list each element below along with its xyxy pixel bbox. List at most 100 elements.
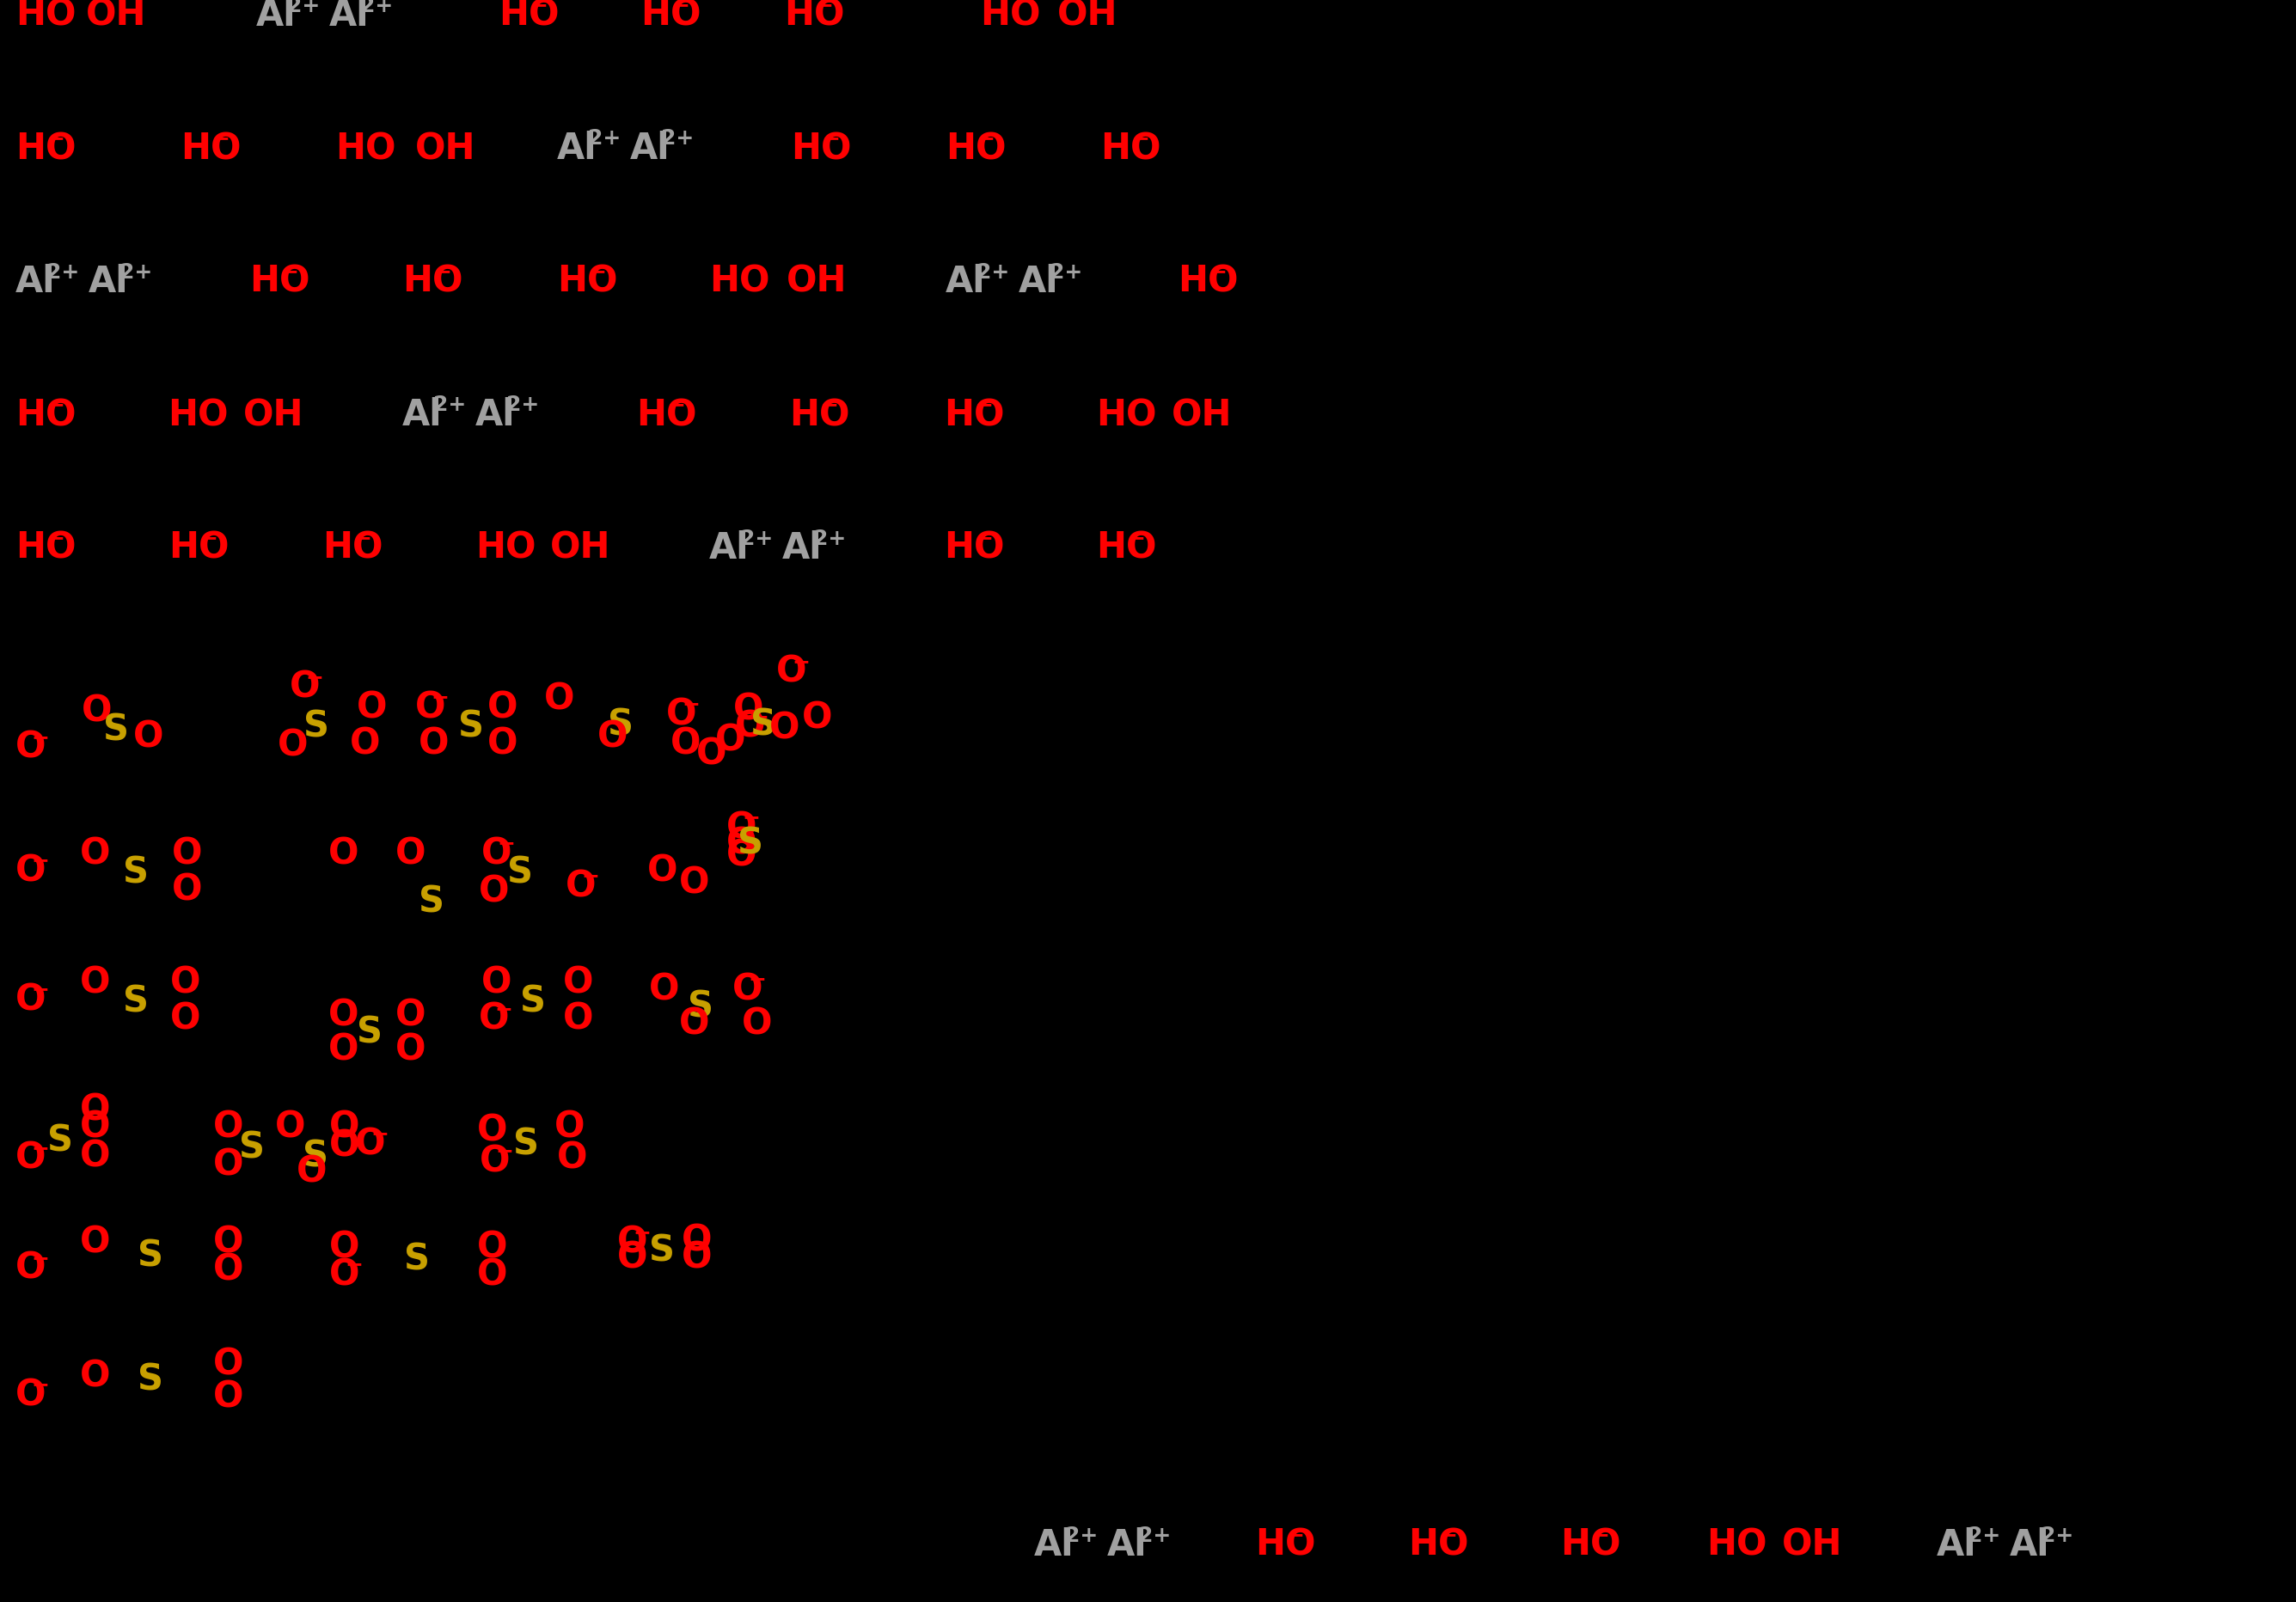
Text: O: O [735,708,765,745]
Text: −: − [748,969,767,988]
Text: O: O [482,964,512,1000]
Text: HO: HO [980,0,1040,34]
Text: −: − [30,979,48,1000]
Text: 2+: 2+ [813,527,845,548]
Text: Al: Al [1019,264,1058,300]
Text: −: − [434,261,452,282]
Text: O: O [214,1346,243,1383]
Text: 2+: 2+ [976,261,1010,282]
Text: 2+: 2+ [1065,1524,1097,1544]
Text: O: O [769,710,799,747]
Text: O: O [666,695,696,732]
Text: −: − [200,527,218,548]
Text: S: S [404,1242,429,1277]
Text: Al: Al [402,397,443,433]
Text: −: − [670,0,689,16]
Text: 2+: 2+ [1049,261,1081,282]
Text: O: O [328,1109,360,1144]
Text: Al: Al [1938,1527,1977,1562]
Text: −: − [30,851,48,870]
Text: HO: HO [16,131,76,167]
Text: O: O [214,1379,243,1415]
Text: O: O [214,1224,243,1261]
Text: O: O [80,1109,110,1144]
Text: O: O [80,964,110,1000]
Text: O: O [328,1030,358,1067]
Text: O: O [553,1109,585,1144]
Text: S: S [356,1014,383,1049]
Text: HO: HO [321,530,383,566]
Text: O: O [133,719,163,755]
Text: −: − [742,807,760,828]
Text: 2+: 2+ [1968,1524,2000,1544]
Text: −: − [30,727,48,748]
Text: Al: Al [328,0,370,34]
Text: S: S [751,706,776,742]
Text: −: − [344,1254,363,1274]
Text: O: O [670,726,700,763]
Text: O: O [16,1141,46,1176]
Text: O: O [328,996,358,1033]
Text: −: − [30,1137,48,1158]
Text: OH: OH [416,131,475,167]
Text: O: O [16,1250,46,1286]
Text: −: − [30,1375,48,1395]
Text: −: − [976,527,992,548]
Text: 2+: 2+ [360,0,393,16]
Text: Al: Al [783,530,822,566]
Text: −: − [822,128,840,149]
Text: −: − [1440,1524,1458,1544]
Text: −: − [976,128,994,149]
Text: O: O [682,1238,712,1275]
Text: HO: HO [944,530,1003,566]
Text: HO: HO [1095,530,1157,566]
Text: S: S [138,1362,163,1397]
Text: O: O [328,835,358,871]
Text: O: O [776,654,806,690]
Text: S: S [507,855,533,891]
Text: HO: HO [168,397,227,433]
Text: O: O [647,852,677,888]
Text: HO: HO [783,0,845,34]
Text: O: O [680,865,709,900]
Text: Al: Al [475,397,514,433]
Text: O: O [416,689,445,726]
Text: −: − [496,1141,514,1161]
Text: O: O [214,1109,243,1144]
Text: HO: HO [250,264,310,300]
Text: 2+: 2+ [739,527,774,548]
Text: OH: OH [243,397,303,433]
Text: Al: Al [558,131,597,167]
Text: O: O [328,1256,360,1291]
Text: HO: HO [641,0,700,34]
Text: S: S [239,1129,264,1166]
Text: O: O [16,852,46,888]
Text: O: O [80,1224,110,1261]
Text: HO: HO [1178,264,1238,300]
Text: −: − [820,394,838,415]
Text: O: O [356,689,388,726]
Text: −: − [370,1123,388,1144]
Text: −: − [668,394,684,415]
Text: O: O [597,719,627,755]
Text: −: − [1132,128,1150,149]
Text: S: S [737,825,762,860]
Text: S: S [124,855,149,891]
Text: Al: Al [90,264,129,300]
Text: O: O [83,694,113,729]
Text: −: − [588,261,606,282]
Text: O: O [682,1221,712,1258]
Text: HO: HO [944,397,1003,433]
Text: −: − [682,694,700,714]
Text: O: O [80,1357,110,1394]
Text: O: O [482,835,512,871]
Text: S: S [103,713,129,748]
Text: O: O [349,726,381,763]
Text: −: − [280,261,298,282]
Text: −: − [581,865,599,886]
Text: S: S [521,984,546,1019]
Text: O: O [742,1004,771,1041]
Text: 2+: 2+ [434,394,466,415]
Text: O: O [328,1126,360,1163]
Text: HO: HO [709,264,769,300]
